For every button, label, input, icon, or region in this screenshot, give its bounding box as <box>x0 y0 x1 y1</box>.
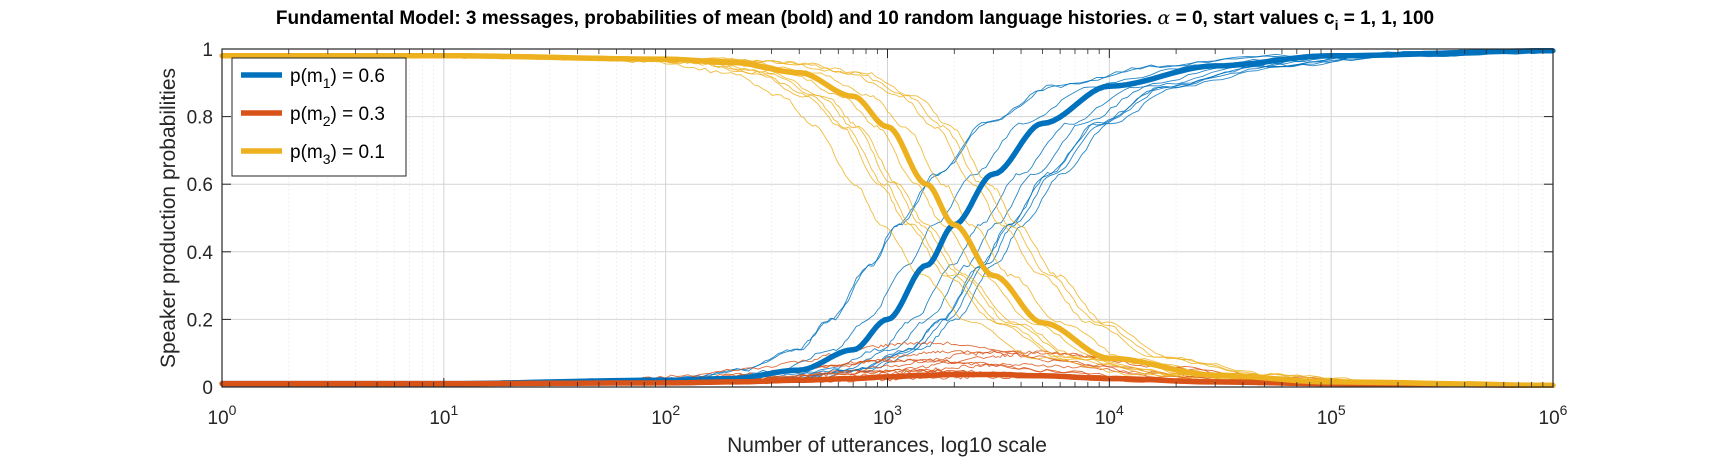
series-m3-point <box>884 124 891 130</box>
x-tick-label-base: 10 <box>1317 408 1338 429</box>
legend-label-suffix: ) = 0.3 <box>331 104 385 125</box>
x-tick-label-base: 10 <box>873 408 894 429</box>
legend: p(m1) = 0.6p(m2) = 0.3p(m3) = 0.1 <box>231 57 407 177</box>
x-tick-label: 101 <box>429 402 458 429</box>
series-m3-point <box>951 222 957 228</box>
y-tick-labels: 0 0.2 0.4 0.6 0.8 1 <box>187 40 214 399</box>
series-m3-history-line <box>239 53 1554 387</box>
series-m1-history-line <box>290 49 1554 386</box>
series-m1-point <box>884 316 891 322</box>
legend-label-m2: p(m2) = 0.3 <box>290 104 385 129</box>
legend-label-subscript: 3 <box>323 151 331 167</box>
series-m2-point <box>951 371 957 378</box>
y-tick-label: 0.6 <box>187 175 213 196</box>
x-tick-label-base: 10 <box>1539 408 1560 429</box>
series-m3-history-line <box>221 53 1543 387</box>
legend-label-subscript: 2 <box>323 113 331 129</box>
x-tick-label: 106 <box>1539 402 1568 429</box>
x-axis-label: Number of utterances, log10 scale <box>727 434 1047 457</box>
x-tick-label-exponent: 5 <box>1338 402 1346 418</box>
series-m3-point <box>729 59 736 66</box>
series-m1-point <box>1039 120 1046 126</box>
x-tick-label-exponent: 4 <box>1116 402 1124 418</box>
y-axis-label: Speaker production probabilities <box>157 68 180 368</box>
legend-label-suffix: ) = 0.1 <box>331 142 385 163</box>
x-tick-label: 104 <box>1095 402 1124 429</box>
series-m3-point <box>850 93 856 99</box>
series-m3-point <box>796 70 802 76</box>
chart-title: Fundamental Model: 3 messages, probabili… <box>276 7 1434 33</box>
x-tick-label: 100 <box>208 402 237 429</box>
title-subscript-i: i <box>1335 17 1339 33</box>
legend-label-prefix: p(m <box>290 104 323 125</box>
series-m3-history-line <box>221 53 1482 388</box>
legend-label-suffix: ) = 0.6 <box>331 66 385 87</box>
y-tick-label: 1 <box>202 40 213 61</box>
series-m2-point <box>1212 379 1218 385</box>
series-m1-point <box>990 171 996 177</box>
series-layer <box>219 47 1556 389</box>
series-m2-point <box>850 375 856 382</box>
title-part-start-values: = 0, start values c <box>1170 8 1335 29</box>
legend-label-m3: p(m3) = 0.1 <box>290 142 385 167</box>
grid <box>221 48 1554 388</box>
series-m3-point <box>923 181 930 187</box>
series-m2-point <box>884 374 891 380</box>
x-tick-label-exponent: 0 <box>229 402 237 418</box>
series-m1-point <box>796 367 802 373</box>
series-m3-history-line <box>221 53 1525 387</box>
series-m2-point <box>990 371 996 378</box>
legend-label-m1: p(m1) = 0.6 <box>290 66 385 91</box>
series-m2-point <box>796 377 802 383</box>
legend-label-prefix: p(m <box>290 66 323 87</box>
x-tick-label-base: 10 <box>651 408 672 429</box>
series-m3-history-line <box>285 54 1554 386</box>
x-tick-label-exponent: 2 <box>672 402 680 418</box>
title-alpha-symbol: α <box>1157 7 1170 29</box>
series-m1-point <box>1106 83 1112 89</box>
legend-label-prefix: p(m <box>290 142 323 163</box>
series-m1-point <box>1212 63 1218 69</box>
series-m3-point <box>990 272 996 279</box>
x-tick-label-base: 10 <box>429 408 450 429</box>
series-m2-point <box>923 372 930 378</box>
series-m1-point <box>850 347 856 353</box>
x-tick-label-exponent: 1 <box>451 402 459 418</box>
series-m2-point <box>729 379 736 385</box>
x-tick-label: 102 <box>651 402 680 429</box>
series-m3-history-line <box>269 53 1554 387</box>
y-tick-label: 0.8 <box>187 108 213 129</box>
y-tick-label: 0.4 <box>187 243 214 264</box>
x-tick-labels: 100 101 102 103 104 105 106 <box>208 402 1568 429</box>
legend-label-subscript: 1 <box>323 75 331 91</box>
y-tick-label: 0 <box>202 378 213 399</box>
series-m3-point <box>663 56 669 62</box>
x-tick-label-exponent: 6 <box>1560 402 1568 418</box>
series-m3-point <box>1039 320 1046 326</box>
series-m3-point <box>1106 355 1112 361</box>
series-m1-point <box>923 262 930 268</box>
series-m1-history-line <box>281 49 1554 386</box>
x-tick-label-base: 10 <box>1095 408 1116 429</box>
axis-ticks <box>221 48 1554 388</box>
x-tick-label-exponent: 3 <box>894 402 902 418</box>
x-tick-label: 105 <box>1317 402 1346 429</box>
title-part-main: Fundamental Model: 3 messages, probabili… <box>276 8 1158 29</box>
x-tick-label: 103 <box>873 402 902 429</box>
series-m3-point <box>1212 372 1218 378</box>
series-m1-history-line <box>221 48 1552 386</box>
y-tick-label: 0.2 <box>187 310 213 331</box>
title-part-values: = 1, 1, 100 <box>1338 8 1434 29</box>
series-m2-point <box>1039 373 1046 379</box>
x-tick-label-base: 10 <box>208 408 229 429</box>
